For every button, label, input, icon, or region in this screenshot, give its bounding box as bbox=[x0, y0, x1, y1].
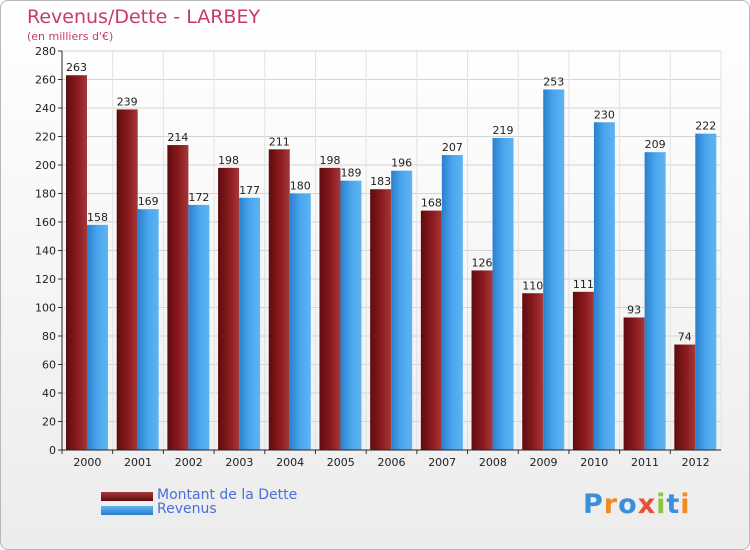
x-tick-label: 2003 bbox=[225, 456, 253, 469]
bar-dette bbox=[319, 167, 341, 450]
bar-dette bbox=[522, 293, 544, 450]
bar-dette bbox=[572, 291, 594, 450]
bar-dette bbox=[471, 270, 493, 450]
logo-letter: r bbox=[603, 489, 619, 520]
value-label-revenus: 219 bbox=[493, 124, 514, 137]
bar-dette bbox=[66, 75, 87, 450]
bar-revenus bbox=[239, 197, 261, 450]
bar-revenus bbox=[391, 170, 413, 450]
legend-swatch-revenus bbox=[101, 506, 153, 515]
x-tick-label: 2000 bbox=[73, 456, 101, 469]
value-label-revenus: 209 bbox=[645, 138, 666, 151]
value-label-dette: 198 bbox=[319, 154, 340, 167]
logo-letter: i bbox=[656, 489, 667, 520]
logo-letter: o bbox=[618, 489, 638, 520]
value-label-dette: 74 bbox=[678, 331, 692, 344]
x-tick-label: 2008 bbox=[479, 456, 507, 469]
y-tick-label: 120 bbox=[35, 273, 56, 286]
x-tick-label: 2012 bbox=[682, 456, 710, 469]
value-label-revenus: 172 bbox=[188, 191, 209, 204]
bar-dette bbox=[623, 317, 645, 450]
legend-label-revenus: Revenus bbox=[157, 501, 217, 517]
bar-chart: 0 20 40 60 80 100 120 140 160 180 200 220 240 260 280 2… bbox=[35, 45, 722, 469]
bar-revenus bbox=[289, 193, 311, 450]
value-label-revenus: 169 bbox=[138, 195, 159, 208]
bar-revenus bbox=[87, 224, 108, 450]
x-tick-label: 2010 bbox=[580, 456, 608, 469]
logo-letter: i bbox=[680, 489, 691, 520]
bar-revenus bbox=[593, 122, 615, 450]
y-tick-label: 180 bbox=[35, 188, 56, 201]
logo-letter: P bbox=[583, 489, 604, 520]
value-label-revenus: 158 bbox=[87, 211, 108, 224]
value-label-dette: 263 bbox=[66, 61, 87, 74]
bar-revenus bbox=[644, 152, 666, 451]
chart-title: Revenus/Dette - LARBEY bbox=[27, 6, 261, 28]
y-tick-label: 20 bbox=[42, 416, 56, 429]
y-tick-label: 100 bbox=[35, 302, 56, 315]
legend-label-debt: Montant de la Dette bbox=[157, 487, 298, 503]
bar-revenus bbox=[695, 133, 717, 450]
y-tick-label: 260 bbox=[35, 74, 56, 87]
bar-revenus bbox=[441, 155, 463, 450]
proxiti-logo: Proxiti bbox=[583, 489, 691, 520]
value-label-dette: 168 bbox=[421, 197, 442, 210]
bar-dette bbox=[420, 210, 442, 450]
value-label-revenus: 177 bbox=[239, 184, 260, 197]
x-tick-label: 2002 bbox=[175, 456, 203, 469]
bar-dette bbox=[218, 167, 240, 450]
value-label-dette: 111 bbox=[573, 278, 594, 291]
y-tick-label: 280 bbox=[35, 45, 56, 58]
logo-letter: t bbox=[666, 489, 681, 520]
value-label-dette: 214 bbox=[167, 131, 188, 144]
value-label-revenus: 196 bbox=[391, 157, 412, 170]
value-label-revenus: 222 bbox=[695, 120, 716, 133]
value-label-dette: 93 bbox=[627, 303, 641, 316]
x-tick-label: 2007 bbox=[428, 456, 456, 469]
value-label-dette: 239 bbox=[117, 95, 138, 108]
value-label-dette: 211 bbox=[269, 135, 290, 148]
axes bbox=[58, 50, 721, 454]
y-tick-label: 240 bbox=[35, 102, 56, 115]
bars bbox=[66, 75, 717, 451]
bar-dette bbox=[674, 344, 696, 450]
value-label-dette: 126 bbox=[472, 256, 493, 269]
value-label-dette: 198 bbox=[218, 154, 239, 167]
x-tick-label: 2009 bbox=[530, 456, 558, 469]
chart-subtitle: (en milliers d'€) bbox=[27, 30, 114, 43]
bar-dette bbox=[268, 149, 290, 450]
bar-revenus bbox=[340, 180, 362, 451]
x-tick-label: 2011 bbox=[631, 456, 659, 469]
bar-revenus bbox=[543, 89, 565, 450]
x-tick-label: 2006 bbox=[378, 456, 406, 469]
value-label-revenus: 230 bbox=[594, 108, 615, 121]
x-tick-label: 2005 bbox=[327, 456, 355, 469]
y-tick-label: 220 bbox=[35, 131, 56, 144]
x-tick-label: 2001 bbox=[124, 456, 152, 469]
logo-letter: x bbox=[637, 489, 657, 520]
value-label-revenus: 180 bbox=[290, 180, 311, 193]
y-tick-label: 0 bbox=[49, 444, 56, 457]
value-label-revenus: 189 bbox=[340, 167, 361, 180]
y-tick-label: 60 bbox=[42, 359, 56, 372]
bar-revenus bbox=[492, 137, 514, 451]
y-tick-label: 160 bbox=[35, 216, 56, 229]
bar-dette bbox=[116, 109, 138, 451]
value-label-dette: 183 bbox=[370, 175, 391, 188]
bar-revenus bbox=[137, 209, 159, 450]
y-tick-label: 140 bbox=[35, 245, 56, 258]
labels: 0 20 40 60 80 100 120 140 160 180 200 220 240 260 280 2… bbox=[35, 45, 716, 469]
value-label-dette: 110 bbox=[522, 279, 543, 292]
x-tick-label: 2004 bbox=[276, 456, 304, 469]
legend-swatch-debt bbox=[101, 492, 153, 501]
value-label-revenus: 253 bbox=[543, 75, 564, 88]
value-label-revenus: 207 bbox=[442, 141, 463, 154]
bar-dette bbox=[167, 145, 189, 451]
bar-revenus bbox=[188, 204, 210, 450]
y-tick-label: 40 bbox=[42, 387, 56, 400]
y-tick-label: 200 bbox=[35, 159, 56, 172]
y-tick-label: 80 bbox=[42, 330, 56, 343]
bar-dette bbox=[370, 189, 392, 450]
